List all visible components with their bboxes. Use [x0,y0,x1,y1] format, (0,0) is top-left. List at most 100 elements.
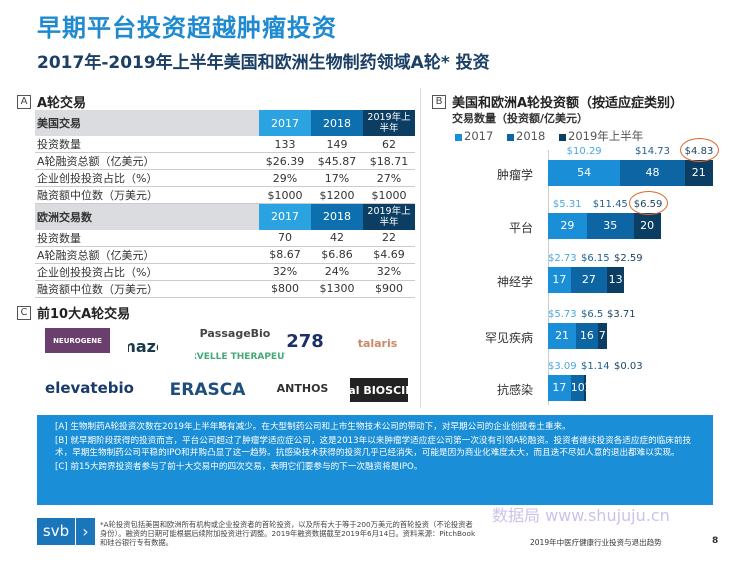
year-header: 2017 [259,110,311,136]
bar-segment: 35 [586,213,634,239]
region-header: 欧洲交易数 [35,203,259,230]
cell-value: $18.71 [363,152,415,170]
highlight-circle [679,138,719,162]
cell-value: 133 [259,136,311,153]
year-header: 2018 [311,110,363,136]
amount-label: $3.09 [548,361,577,372]
company-logo: 278 [285,324,325,359]
table-row: 投资数量 70 42 22 [35,229,415,247]
legend-label: 2017 [464,129,494,143]
amount-label: $1.14 [581,361,610,372]
cell-value: $900 [363,280,415,298]
stacked-bar-chart: 2017 2018 2019年上半年 肿瘤学 54 $10.29 48 $14.73 21 $4.… [455,129,719,405]
cell-value: 17% [311,169,363,187]
cell-value: 32% [259,263,311,281]
cell-value: 62 [363,136,415,153]
section-b-header: B 美国和欧洲A轮投资额（按适应症类别） [432,92,683,111]
note-a: [A] 生物制药A轮投资次数在2019年上半年略有减少。在大型制药公司和上市生物… [55,422,571,432]
cell-value: $1200 [311,186,363,204]
bar-segment: 21 [684,160,713,186]
cell-value: $1000 [259,186,311,204]
deals-table: 美国交易 2017 2018 2019年上半年 投资数量 133 149 62 A轮融资总额（亿… [35,110,415,298]
chevron-right-icon: › [75,518,95,545]
row-label: A轮融资总额（亿美元） [35,246,259,264]
amount-label: $5.31 [552,199,582,210]
row-label: 融资额中位数（万美元） [35,280,259,298]
table-header-row: 美国交易 2017 2018 2019年上半年 [35,110,415,136]
year-header: 2019年上半年 [363,203,415,230]
chart-subtitle: 交易数量（投资额/亿美元） [452,112,589,125]
cell-value: $45.87 [311,152,363,170]
watermark: 数据局 www.shujuju.cn [492,506,670,525]
bar-segment: 1 [584,375,591,401]
note-c: [C] 前15大跨界投资者参与了前十大交易中的四次交易，表明它们要参与的下一次融… [55,461,423,472]
section-badge: B [432,94,446,109]
company-logo: Arsenal BIOSCIENCES [350,378,408,402]
table-row: 企业创投投资占比（%） 29% 17% 27% [35,169,415,187]
cell-value: $26.39 [259,152,311,170]
amount-label: $6.5 [581,309,604,320]
year-header: 2019年上半年 [363,110,415,136]
amount-label: $0.03 [614,361,643,372]
divider [420,88,421,408]
legend-swatch [455,134,462,141]
section-title: 美国和欧洲A轮投资额（按适应症类别） [452,96,684,111]
table-row: A轮融资总额（亿美元） $26.39 $45.87 $18.71 [35,152,415,170]
table-header-row: 欧洲交易数 2017 2018 2019年上半年 [35,203,415,230]
section-title: A轮交易 [37,96,87,111]
note-b: [B] 就早期阶段获得的投资而言，平台公司超过了肿瘤学适应症公司，这是2013年… [55,435,692,459]
cell-value: 149 [311,136,363,153]
legend-label: 2018 [516,129,546,143]
bar-segment: 10 [570,375,585,401]
bar-segment: 17 [548,267,571,293]
section-badge: C [17,305,31,320]
bar-segment: 21 [548,323,577,349]
bar-segment: 17 [548,375,571,401]
company-logo: elevatebio [42,377,137,399]
table-row: 融资额中位数（万美元） $800 $1300 $900 [35,280,415,298]
page-number: 8 [712,536,719,546]
region-header: 美国交易 [35,110,259,136]
section-badge: A [17,94,31,109]
bar-segment: 27 [570,267,607,293]
bar-segment: 20 [633,213,661,239]
page-subtitle: 2017年-2019年上半年美国和欧洲生物制药领域A轮* 投资 [37,53,490,73]
row-label: 投资数量 [35,229,259,247]
table-row: 融资额中位数（万美元） $1000 $1200 $1000 [35,186,415,204]
amount-label: $11.45 [592,199,628,210]
cell-value: $1300 [311,280,363,298]
category-label: 罕见疾病 [484,331,533,345]
bar-segment: 54 [548,160,621,186]
row-label: 融资额中位数（万美元） [35,186,259,204]
amount-label: $10.29 [566,146,602,157]
table-row: A轮融资总额（亿美元） $8.67 $6.86 $4.69 [35,246,415,264]
cell-value: $8.67 [259,246,311,264]
category-label: 神经学 [496,275,533,289]
section-a-header: A A轮交易 [17,92,86,111]
company-logo: ARVELLE THERAPEUTICS [195,348,295,366]
amount-label: $2.73 [548,253,577,264]
amount-label: $6.15 [581,253,610,264]
cell-value: 27% [363,169,415,187]
year-header: 2018 [311,203,363,230]
company-logo: PassageBio [180,324,290,342]
category-label: 肿瘤学 [496,168,533,182]
notes-box: [A] 生物制药A轮投资次数在2019年上半年略有减少。在大型制药公司和上市生物… [37,415,713,505]
company-logo: maze [128,324,158,369]
cell-value: 24% [311,263,363,281]
bar-segment: 48 [620,160,685,186]
cell-value: 32% [363,263,415,281]
company-logo: NEUROGENE [45,328,110,353]
cell-value: 42 [311,229,363,247]
report-name: 2019年中医疗健康行业投资与退出趋势 [530,538,662,547]
company-logo: talaris [350,328,405,358]
cell-value: $4.69 [363,246,415,264]
section-title: 前10大A轮交易 [37,307,131,322]
cell-value: 70 [259,229,311,247]
amount-label: $5.73 [548,309,577,320]
highlight-circle [628,191,668,215]
cell-value: $6.86 [311,246,363,264]
legend-label: 2019年上半年 [568,129,644,143]
svb-logo: svb › [37,518,95,545]
year-header: 2017 [259,203,311,230]
